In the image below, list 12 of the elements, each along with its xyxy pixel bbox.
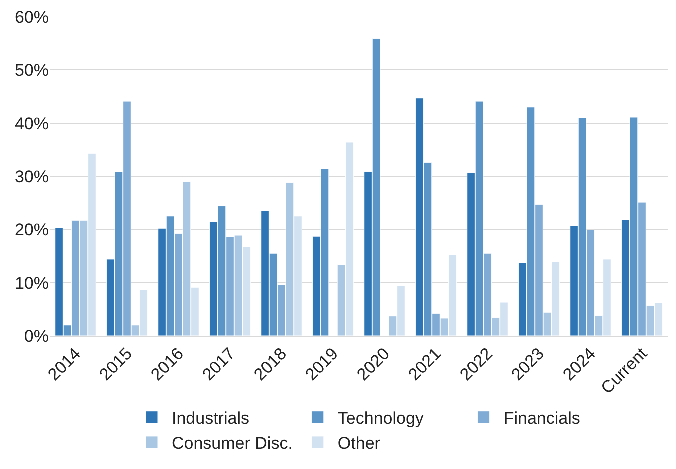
y-tick-label: 50% xyxy=(14,61,49,80)
y-tick-label: 40% xyxy=(14,114,49,134)
y-tick-label: 10% xyxy=(14,274,49,293)
legend-label: Financials xyxy=(504,408,580,428)
legend-label: Technology xyxy=(338,408,424,428)
legend-label: Other xyxy=(338,434,381,454)
y-tick-label: 60% xyxy=(14,8,49,27)
legend-label: Consumer Disc. xyxy=(172,434,293,454)
y-tick-label: 0% xyxy=(24,326,49,346)
legend-label: Industrials xyxy=(172,408,250,428)
y-tick-label: 30% xyxy=(14,167,49,186)
y-tick-label: 20% xyxy=(14,220,49,240)
